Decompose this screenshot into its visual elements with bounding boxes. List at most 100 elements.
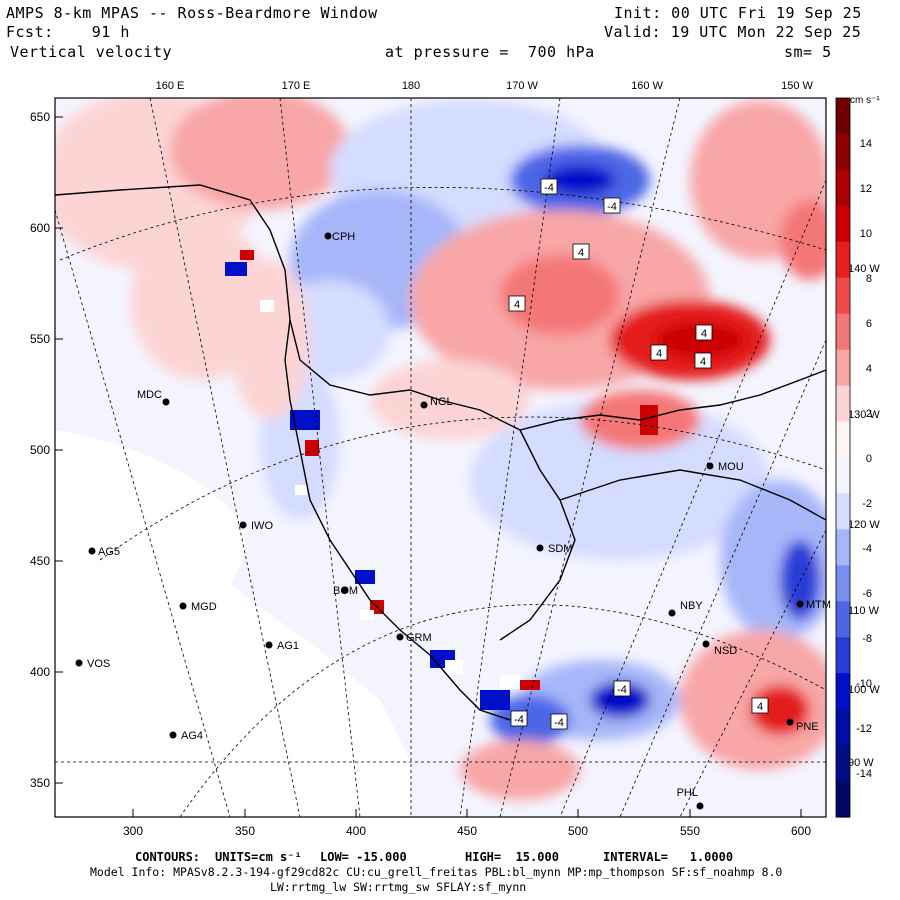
longitude-label-right: 120 W [848,519,880,531]
y-tick-label: 600 [30,221,50,235]
colorbar-swatch [836,421,850,459]
y-tick-label: 550 [30,332,50,346]
station-marker [88,547,96,555]
station-label: CPH [332,231,355,243]
station-label: MDC [137,389,162,401]
station-label: PHL [677,787,698,799]
colorbar-swatch [836,349,850,387]
colorbar-label: -10 [856,678,872,690]
contour-label: -4 [514,714,524,726]
station-label: AG5 [98,546,120,558]
station-marker [696,802,704,810]
station-marker [786,718,794,726]
station-marker [265,641,273,649]
station-marker [706,462,714,470]
station-marker [179,602,187,610]
y-tick-label: 350 [30,776,50,790]
contour-label: 4 [701,328,707,340]
station-marker [324,232,332,240]
station-label: GRM [406,632,432,644]
station-label: MTM [806,599,831,611]
station-marker [396,633,404,641]
station-label: BOM [333,585,358,597]
colorbar-label: 4 [866,363,872,375]
colorbar-label: 14 [860,138,872,150]
contour-label: 4 [757,701,763,713]
y-tick-label: 450 [30,554,50,568]
contour-label-box [751,697,769,714]
contour-label: -4 [617,684,627,696]
map-title: AMPS 8-km MPAS -- Ross-Beardmore Window [6,4,378,22]
lat-lon-grid [55,98,826,817]
colorbar-swatch [836,745,850,782]
x-tick-label: 550 [680,824,700,838]
contour-label-box [510,710,528,727]
colorbar-label: 10 [860,228,872,240]
model-info-physics: LW:rrtmg_lw SW:rrtmg_sw SFLAY:sf_mynn [270,880,527,894]
station-label: NGL [430,396,453,408]
contour-label: 4 [656,348,662,360]
colorbar-label: 0 [866,453,872,465]
colorbar-label: 2 [866,408,872,420]
y-tick-label: 400 [30,665,50,679]
forecast-hour: Fcst: 91 h [6,23,130,41]
longitude-label-top: 170 E [282,80,311,92]
colorbar-swatch [836,637,850,674]
colorbar-label: -8 [862,633,872,645]
station-label: MGD [191,601,217,613]
init-time: Init: 00 UTC Fri 19 Sep 25 [614,4,862,22]
x-tick-label: 400 [346,824,366,838]
station-marker [536,544,544,552]
interval-value: INTERVAL= 1.0000 [603,850,734,864]
smoothing: sm= 5 [784,43,832,61]
x-tick-label: 350 [235,824,255,838]
colorbar-swatch [836,133,850,171]
longitude-label-top: 160 W [631,80,663,92]
station-label: AG4 [181,730,203,742]
longitude-label-top: 180 [402,80,420,92]
x-tick-label: 300 [123,824,143,838]
vertical-velocity-field [55,98,826,817]
y-tick-label: 650 [30,110,50,124]
colorbar-label: -14 [856,768,872,780]
low-value: LOW= -15.000 [320,850,407,864]
units-label: UNITS=cm s⁻¹ [215,850,302,864]
colorbar-label: -2 [862,498,872,510]
x-tick-label: 500 [568,824,588,838]
colorbar-label: 8 [866,273,872,285]
contour-label-box [650,344,668,361]
coastline [55,184,826,721]
contour-label: -4 [554,717,564,729]
valid-time: Valid: 19 UTC Mon 22 Sep 25 [604,23,862,41]
station-marker [341,586,349,594]
colorbar-swatch [836,277,850,315]
longitude-label-right: 110 W [848,605,880,617]
x-tick-label: 600 [791,824,811,838]
station-marker [668,609,676,617]
station-marker [796,600,804,608]
longitude-label-right: 130 W [848,409,880,421]
station-marker [162,398,170,406]
station-marker [420,401,428,409]
colorbar-swatch [836,313,850,351]
y-tick-label: 500 [30,443,50,457]
longitude-label-top: 160 E [156,80,185,92]
colorbar-swatch [836,601,850,638]
pressure-level: at pressure = 700 hPa [385,43,595,61]
contour-label: 4 [578,247,584,259]
colorbar-frame [835,97,851,818]
contour-label: 4 [514,299,520,311]
plot-frame [54,97,827,818]
high-value: HIGH= 15.000 [465,850,559,864]
contour-label-box [550,713,568,730]
colorbar-swatch [836,493,850,530]
station-label: PNE [796,721,819,733]
station-marker [239,521,247,529]
colorbar-label: 12 [860,183,872,195]
station-label: VOS [87,658,110,670]
colorbar-swatch [836,781,850,818]
colorbar-swatch [836,385,850,423]
station-label: IWO [251,520,273,532]
colorbar-swatch [836,457,850,495]
